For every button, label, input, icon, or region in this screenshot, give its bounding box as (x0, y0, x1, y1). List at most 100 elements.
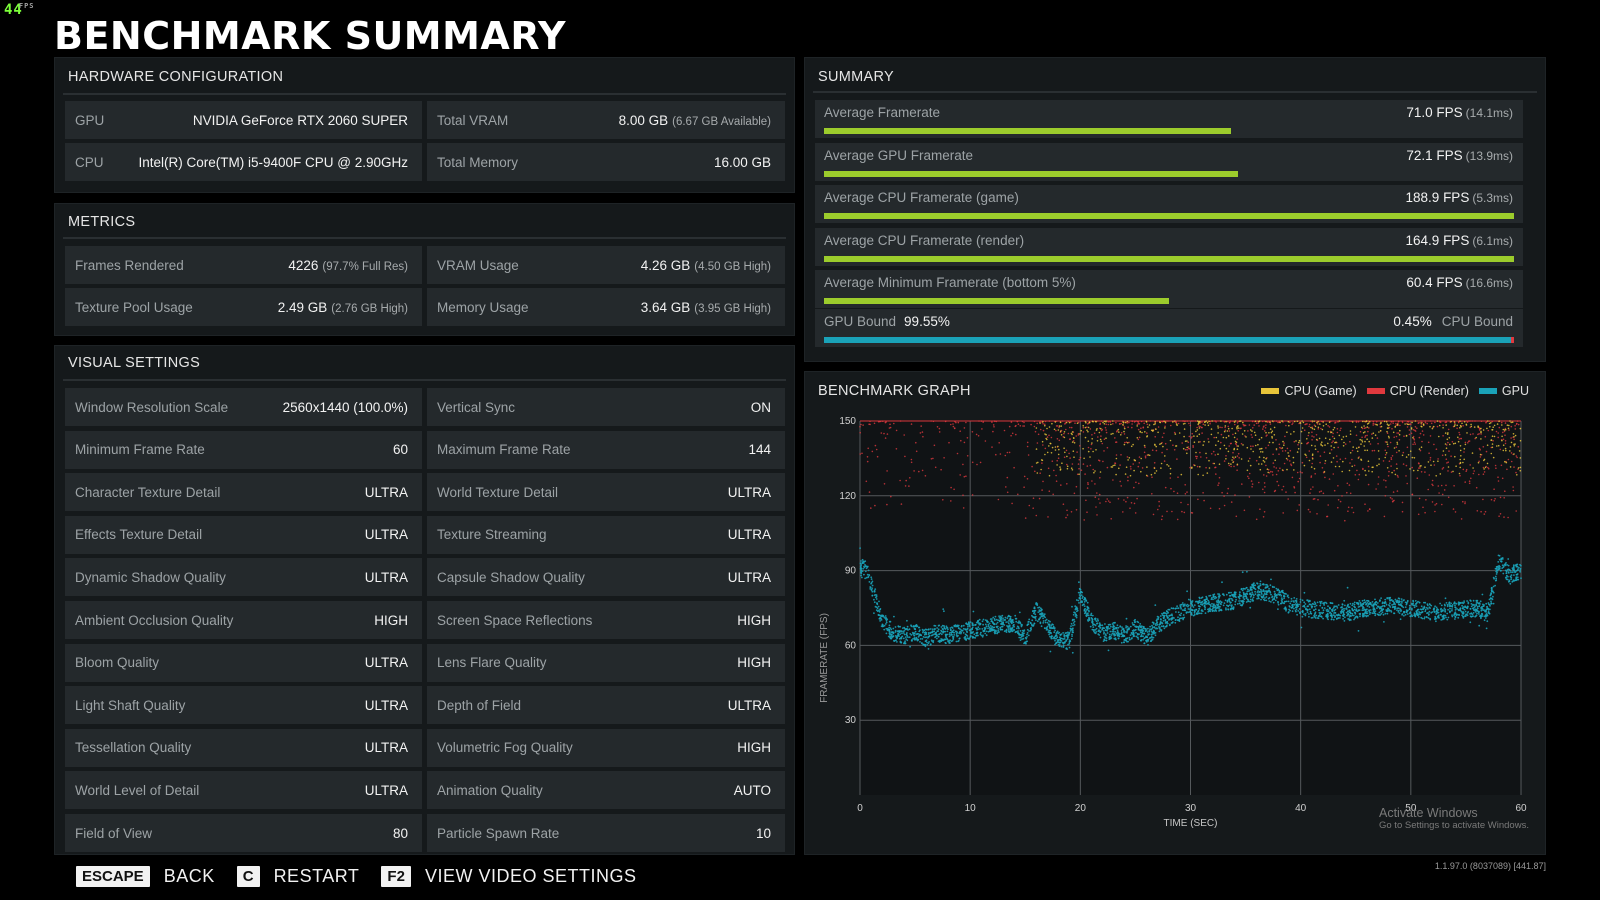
cpu-game-point (1150, 429, 1153, 432)
cpu-game-point (1035, 427, 1038, 429)
cpu-game-point (1071, 433, 1073, 436)
gpu-point (1250, 588, 1252, 591)
cpu-render-point (1221, 426, 1223, 429)
gpu-point (1147, 627, 1149, 630)
cpu-render-point (1129, 507, 1131, 509)
gpu-point (972, 636, 975, 639)
cpu-render-point (1105, 429, 1107, 431)
gpu-point (1166, 620, 1168, 623)
gpu-point (1376, 613, 1379, 616)
cpu-render-point (1441, 503, 1443, 506)
cpu-render-point (1037, 433, 1040, 436)
gpu-point (873, 594, 876, 596)
cpu-render-point (1056, 438, 1059, 440)
gpu-point (1094, 629, 1097, 631)
gpu-point (1448, 604, 1451, 606)
gpu-point (1158, 626, 1161, 629)
gpu-point (1002, 617, 1004, 620)
cpu-render-point (1055, 480, 1058, 482)
cpu-render-point (1348, 420, 1351, 422)
cpu-render-point (1408, 429, 1411, 431)
cpu-game-point (1444, 443, 1447, 445)
gpu-point (1231, 599, 1234, 602)
cpu-game-point (1367, 460, 1370, 462)
cpu-render-point (1065, 428, 1067, 431)
gpu-point (1513, 574, 1515, 576)
cpu-render-point (1424, 511, 1426, 514)
gpu-point (1226, 599, 1229, 602)
cpu-render-point (1305, 456, 1308, 459)
gpu-point (970, 630, 972, 632)
x-axis-label: TIME (SEC) (1164, 818, 1218, 829)
cpu-render-point (1086, 426, 1088, 428)
cpu-render-point (1236, 469, 1238, 471)
cpu-render-point (1339, 500, 1342, 503)
gpu-point (1069, 640, 1072, 643)
cpu-render-point (1433, 464, 1436, 466)
gpu-point (1148, 637, 1151, 639)
cpu-game-point (1343, 441, 1345, 444)
cpu-render-point (1510, 452, 1513, 454)
cpu-game-point (1265, 431, 1267, 434)
cpu-game-point (1351, 465, 1353, 468)
cpu-render-point (1412, 443, 1414, 446)
cpu-render-point (1498, 426, 1501, 429)
cpu-render-point (893, 422, 895, 425)
gpu-point (925, 636, 928, 639)
gpu-point (1372, 607, 1375, 609)
gpu-point (1254, 590, 1256, 593)
cpu-render-point (1103, 450, 1105, 452)
cpu-game-point (1462, 461, 1464, 464)
cpu-render-point (1474, 437, 1476, 440)
gpu-point (898, 635, 900, 637)
cpu-game-point (1169, 439, 1172, 442)
cpu-render-point (1437, 485, 1440, 487)
cpu-game-point (1504, 428, 1507, 431)
cpu-render-point (1184, 448, 1187, 451)
gpu-point (1334, 605, 1337, 608)
gpu-point (934, 628, 936, 630)
cpu-render-point (1450, 455, 1452, 457)
gpu-point (1436, 608, 1439, 610)
gpu-point (1049, 635, 1051, 638)
cpu-game-point (1516, 474, 1518, 476)
cpu-render-point (1224, 426, 1226, 429)
cpu-render-point (1201, 432, 1203, 434)
gpu-point (1311, 602, 1314, 605)
cpu-game-point (1099, 471, 1102, 473)
gpu-point (927, 642, 930, 645)
cpu-render-point (1510, 460, 1513, 463)
gpu-point (1077, 591, 1080, 594)
cpu-render-point (1133, 502, 1136, 505)
cpu-game-point (1385, 421, 1388, 423)
gpu-point (1107, 623, 1110, 626)
cpu-game-point (1174, 433, 1177, 435)
gpu-point (889, 634, 891, 636)
gpu-point (1141, 632, 1144, 634)
cpu-game-point (1323, 471, 1326, 473)
gpu-point (1498, 567, 1501, 569)
gpu-point (1236, 603, 1239, 605)
cpu-game-point (1163, 420, 1165, 423)
gpu-point (884, 615, 887, 617)
cpu-game-point (1342, 436, 1345, 438)
gpu-point (1277, 603, 1280, 606)
cpu-game-point (1377, 450, 1380, 452)
gpu-point (1383, 621, 1385, 623)
gpu-point (1239, 594, 1242, 597)
gpu-point (959, 628, 961, 630)
cpu-render-point (1279, 420, 1281, 422)
gpu-point (1019, 636, 1022, 639)
gpu-point (885, 627, 888, 630)
gpu-point (1098, 630, 1101, 632)
cpu-render-point (1297, 444, 1299, 446)
gpu-point (1263, 592, 1266, 594)
gpu-point (1238, 602, 1241, 605)
gpu-point (1062, 644, 1065, 647)
cpu-render-point (865, 480, 868, 483)
gpu-point (953, 631, 955, 634)
gpu-point (1087, 609, 1090, 612)
gpu-point (1193, 611, 1196, 614)
cpu-render-point (1516, 456, 1518, 459)
cpu-game-point (1427, 461, 1430, 463)
